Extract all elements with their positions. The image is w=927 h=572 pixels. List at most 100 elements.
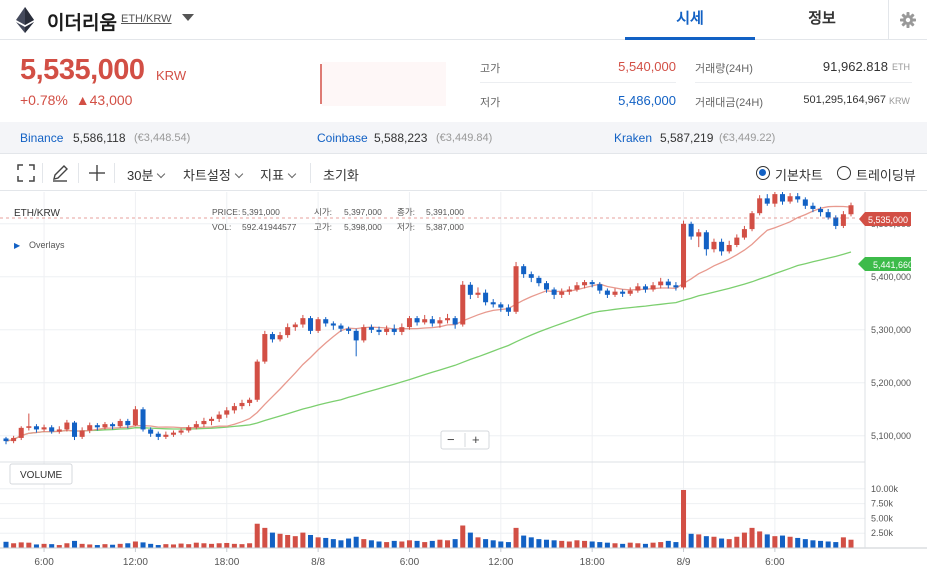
candle — [840, 211, 846, 229]
price-change: +0.78% ▲43,000 — [20, 92, 132, 108]
candle — [452, 316, 458, 329]
divider — [114, 163, 115, 183]
basic-chart-radio[interactable] — [756, 166, 770, 180]
candle — [406, 316, 412, 330]
candle — [414, 316, 420, 326]
candle-body — [94, 425, 100, 428]
candle-body — [33, 426, 39, 430]
settings-button[interactable] — [888, 0, 927, 40]
tab-info[interactable]: 정보 — [808, 10, 836, 27]
candle-body — [597, 284, 603, 291]
candle-body — [627, 290, 633, 294]
indicators-label: 지표 — [260, 168, 284, 183]
candle — [543, 281, 550, 293]
candle-body — [338, 325, 344, 329]
candle-body — [384, 328, 390, 332]
chart-settings-select[interactable]: 차트설정 — [183, 165, 244, 184]
change-percent: +0.78% — [20, 92, 68, 108]
divider — [695, 82, 912, 83]
volume-bar — [148, 543, 154, 548]
candle — [673, 282, 679, 291]
exchange-name-coinbase[interactable]: Coinbase — [317, 131, 368, 145]
interval-select[interactable]: 30분 — [127, 165, 166, 184]
candle-body — [231, 406, 237, 411]
volume-bar — [726, 539, 732, 548]
candle — [536, 275, 542, 287]
candle — [445, 313, 451, 324]
exchange-name-binance[interactable]: Binance — [20, 131, 64, 145]
chart-symbol: ETH/KRW — [14, 208, 60, 219]
candle — [216, 411, 222, 423]
candle — [110, 422, 116, 430]
candle-body — [422, 319, 428, 323]
info-open: 5,397,000 — [344, 207, 382, 217]
basic-chart-label[interactable]: 기본차트 — [775, 168, 823, 183]
candle — [155, 431, 161, 441]
candle-body — [833, 217, 839, 226]
crosshair-icon[interactable] — [88, 164, 106, 182]
volume-bar — [353, 536, 359, 548]
price-tick-label: 5,400,000 — [871, 272, 911, 282]
volume-bar — [764, 534, 770, 548]
volume-tick-label: 5.00k — [871, 513, 894, 523]
volume-bar — [155, 545, 161, 548]
volume-bar — [414, 540, 420, 548]
candle-body — [186, 427, 192, 431]
volume-bar — [140, 542, 146, 548]
candle — [18, 426, 24, 441]
ma-tag: 5,441,660 — [858, 257, 913, 271]
coin-pair-link[interactable]: ETH/KRW — [121, 13, 172, 25]
candle-body — [353, 330, 359, 341]
change-amount: ▲43,000 — [75, 92, 133, 108]
volume-bar — [56, 545, 62, 548]
volume-bar — [559, 540, 565, 548]
reset-button[interactable]: 초기화 — [323, 168, 359, 183]
overlays-toggle[interactable]: Overlays — [29, 240, 65, 250]
tradingview-label[interactable]: 트레이딩뷰 — [856, 168, 916, 183]
indicators-select[interactable]: 지표 — [260, 165, 297, 184]
candle-body — [589, 282, 595, 285]
candle — [361, 324, 367, 343]
volume-bar — [612, 543, 618, 548]
candle-body — [56, 429, 62, 432]
fullscreen-icon[interactable] — [17, 164, 35, 182]
exchange-name-kraken[interactable]: Kraken — [614, 131, 653, 145]
volume-tick-label: 10.00k — [871, 484, 899, 494]
candle — [315, 317, 321, 333]
zoom-out-button[interactable]: − — [447, 432, 455, 447]
volume-bar — [285, 534, 291, 548]
volume-bar — [688, 533, 694, 548]
candle-body — [818, 208, 824, 213]
volume-bar — [330, 539, 336, 548]
exchange-eur-binance: (€3,448.54) — [134, 132, 191, 144]
volume-bar — [300, 532, 306, 548]
candle-body — [840, 214, 846, 226]
low-label: 저가 — [480, 97, 501, 109]
candle-body — [452, 318, 458, 325]
candle — [94, 423, 100, 431]
zoom-in-button[interactable]: + — [472, 432, 480, 447]
candle — [429, 316, 435, 327]
volume-bar — [772, 536, 778, 548]
candle — [711, 238, 717, 253]
pencil-icon[interactable] — [51, 164, 69, 182]
info-low: 5,387,000 — [426, 222, 464, 232]
volume-bar — [338, 540, 344, 548]
exchange-price-kraken: 5,587,219 — [660, 131, 714, 145]
candle-body — [437, 320, 443, 324]
candle-body — [406, 318, 412, 328]
candle — [33, 424, 39, 433]
volume-tick-label: 2.50k — [871, 528, 894, 538]
tradingview-radio[interactable] — [837, 166, 851, 180]
price-chart[interactable]: 5,500,0005,400,0005,300,0005,200,0005,10… — [0, 192, 927, 572]
volume-bar — [490, 540, 496, 548]
tab-price[interactable]: 시세 — [625, 0, 755, 40]
current-price-tag: 5,535,000 — [859, 212, 911, 226]
volume-bar — [110, 544, 116, 548]
info-price-label: PRICE: — [212, 207, 240, 217]
candle-body — [772, 194, 778, 204]
volume-bar — [231, 543, 237, 548]
overlays-triangle-icon[interactable]: ▶ — [14, 241, 21, 250]
coin-select-chevron-down-icon[interactable] — [182, 14, 194, 21]
candle-body — [361, 327, 367, 341]
